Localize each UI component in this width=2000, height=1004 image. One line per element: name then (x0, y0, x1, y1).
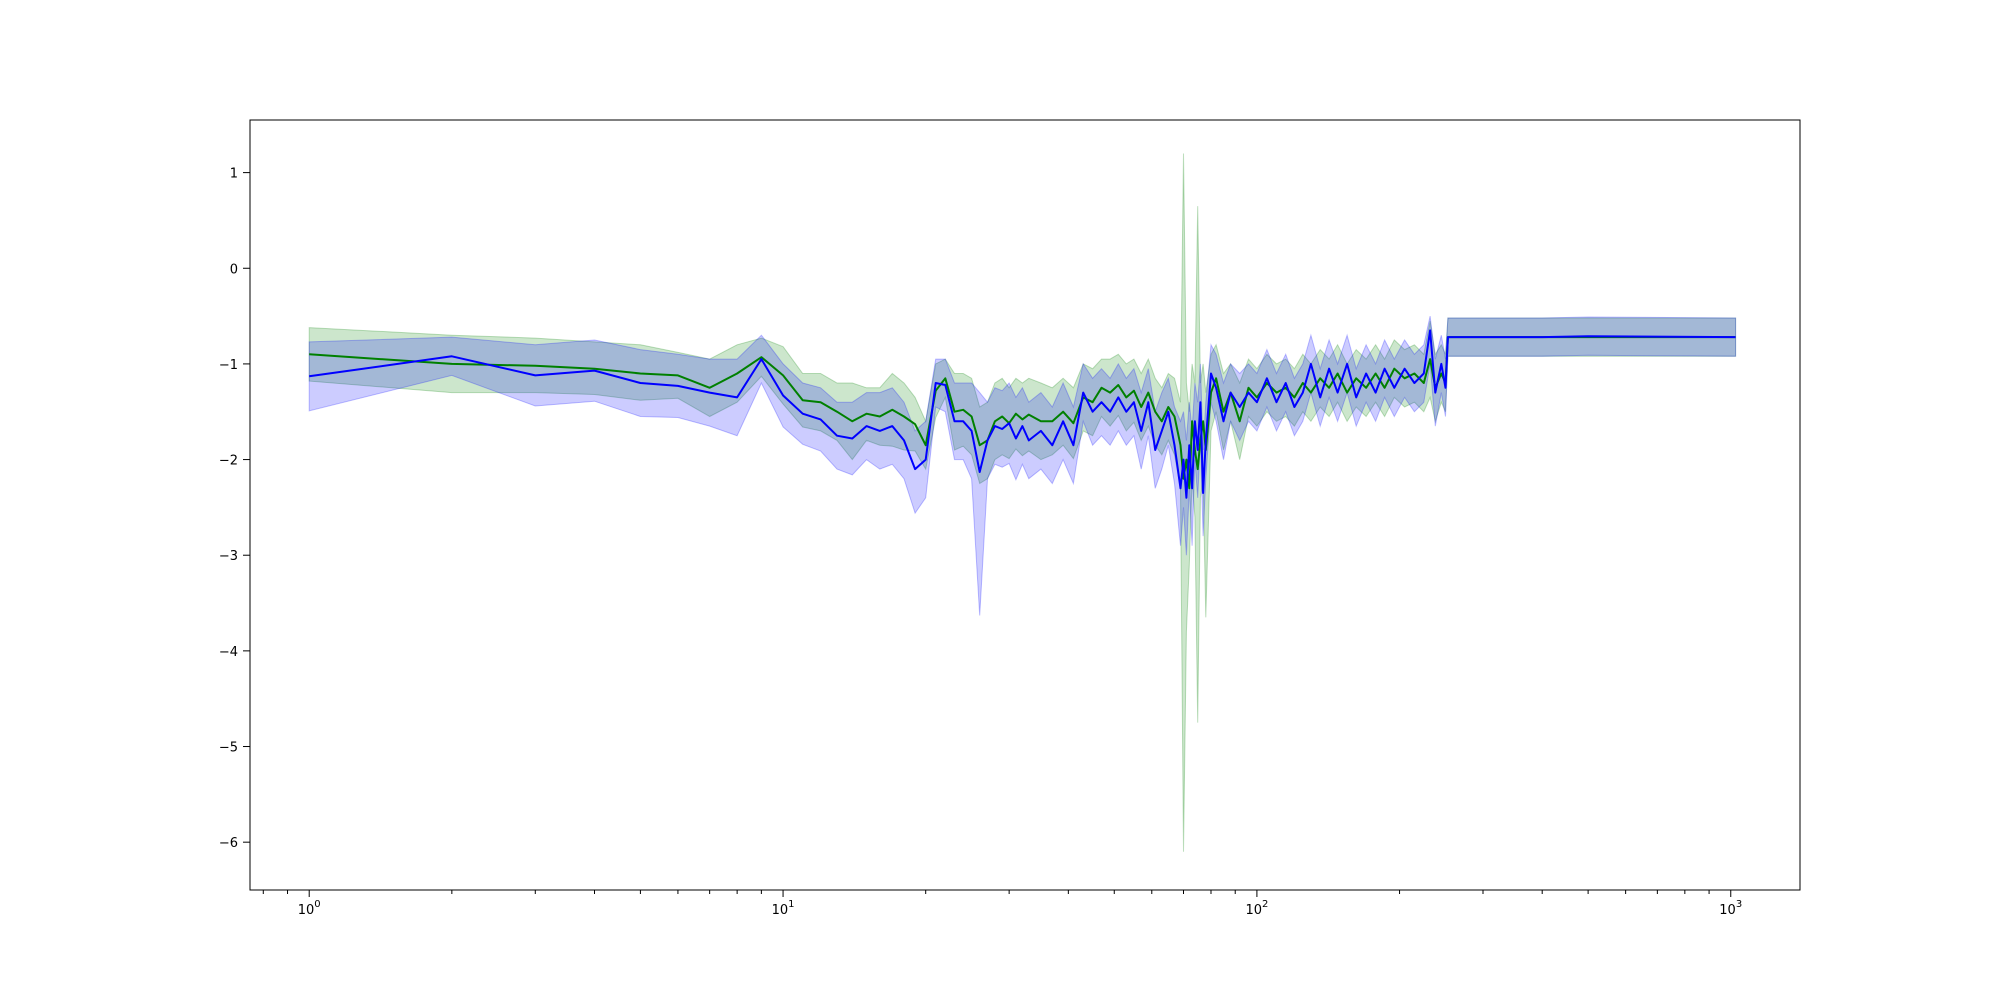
series-2-band (308, 315, 1737, 616)
y-tick-label: −2 (219, 454, 238, 469)
series-2-line (309, 329, 1736, 499)
series-1-band (308, 153, 1737, 852)
y-tick-label: −4 (219, 645, 238, 660)
x-axis: 100 101 102 103 (262, 890, 1742, 918)
y-tick-label: −3 (219, 549, 238, 564)
x-tick-label: 100 (298, 899, 321, 918)
x-tick-label: 103 (1719, 899, 1742, 918)
plot-area (308, 153, 1737, 852)
y-axis: 1 0 −1 −2 −3 −4 −5 −6 (219, 167, 250, 851)
y-tick-label: −6 (219, 836, 238, 851)
y-tick-label: −5 (219, 741, 238, 756)
x-tick-label: 102 (1245, 899, 1268, 918)
x-tick-label: 101 (772, 899, 795, 918)
y-tick-label: 0 (230, 262, 238, 277)
y-tick-label: 1 (230, 167, 238, 182)
axes-frame (249, 119, 1801, 891)
y-tick-label: −1 (219, 358, 238, 373)
